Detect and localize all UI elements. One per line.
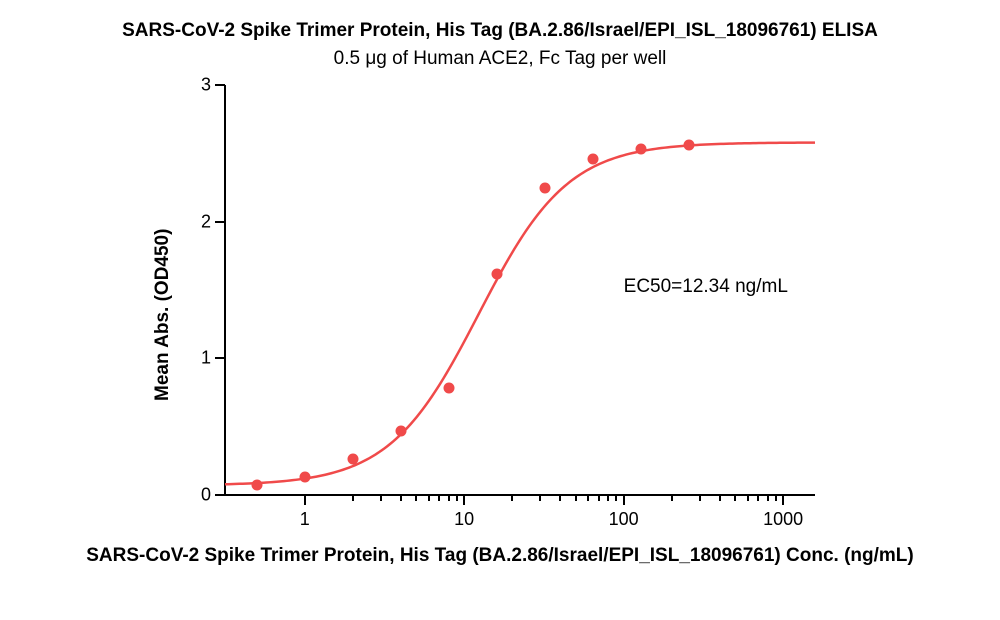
x-tick-mark xyxy=(463,495,465,505)
data-point xyxy=(635,144,646,155)
x-minor-tick-mark xyxy=(747,495,749,501)
x-minor-tick-mark xyxy=(428,495,430,501)
y-tick-label: 1 xyxy=(187,348,211,369)
x-minor-tick-mark xyxy=(615,495,617,501)
x-axis-label: SARS-CoV-2 Spike Trimer Protein, His Tag… xyxy=(0,545,1000,567)
x-minor-tick-mark xyxy=(607,495,609,501)
y-tick-label: 2 xyxy=(187,211,211,232)
x-minor-tick-mark xyxy=(671,495,673,501)
chart-title-main: SARS-CoV-2 Spike Trimer Protein, His Tag… xyxy=(0,20,1000,42)
chart-container: SARS-CoV-2 Spike Trimer Protein, His Tag… xyxy=(0,0,1000,620)
x-minor-tick-mark xyxy=(511,495,513,501)
x-tick-mark xyxy=(782,495,784,505)
x-tick-label: 1 xyxy=(300,509,310,530)
data-point xyxy=(251,480,262,491)
y-tick-mark xyxy=(215,221,225,223)
x-minor-tick-mark xyxy=(699,495,701,501)
x-minor-tick-mark xyxy=(719,495,721,501)
x-tick-mark xyxy=(623,495,625,505)
chart-title-sub: 0.5 μg of Human ACE2, Fc Tag per well xyxy=(0,48,1000,70)
x-minor-tick-mark xyxy=(415,495,417,501)
data-point xyxy=(299,472,310,483)
x-tick-label: 1000 xyxy=(763,509,803,530)
y-tick-mark xyxy=(215,494,225,496)
x-minor-tick-mark xyxy=(559,495,561,501)
x-minor-tick-mark xyxy=(448,495,450,501)
x-minor-tick-mark xyxy=(438,495,440,501)
data-point xyxy=(491,268,502,279)
x-tick-label: 10 xyxy=(454,509,474,530)
y-tick-label: 3 xyxy=(187,75,211,96)
data-point xyxy=(443,383,454,394)
x-tick-label: 100 xyxy=(609,509,639,530)
x-tick-mark xyxy=(304,495,306,505)
x-minor-tick-mark xyxy=(400,495,402,501)
data-point xyxy=(539,182,550,193)
y-tick-mark xyxy=(215,357,225,359)
data-point xyxy=(347,454,358,465)
x-minor-tick-mark xyxy=(587,495,589,501)
data-point xyxy=(683,140,694,151)
y-tick-label: 0 xyxy=(187,485,211,506)
x-minor-tick-mark xyxy=(775,495,777,501)
fit-curve xyxy=(225,143,815,485)
x-minor-tick-mark xyxy=(734,495,736,501)
data-point xyxy=(395,425,406,436)
x-minor-tick-mark xyxy=(598,495,600,501)
x-minor-tick-mark xyxy=(352,495,354,501)
y-tick-mark xyxy=(215,84,225,86)
x-minor-tick-mark xyxy=(575,495,577,501)
x-minor-tick-mark xyxy=(539,495,541,501)
ec50-annotation: EC50=12.34 ng/mL xyxy=(624,276,788,298)
x-minor-tick-mark xyxy=(380,495,382,501)
data-point xyxy=(587,153,598,164)
x-minor-tick-mark xyxy=(757,495,759,501)
x-minor-tick-mark xyxy=(767,495,769,501)
x-minor-tick-mark xyxy=(456,495,458,501)
